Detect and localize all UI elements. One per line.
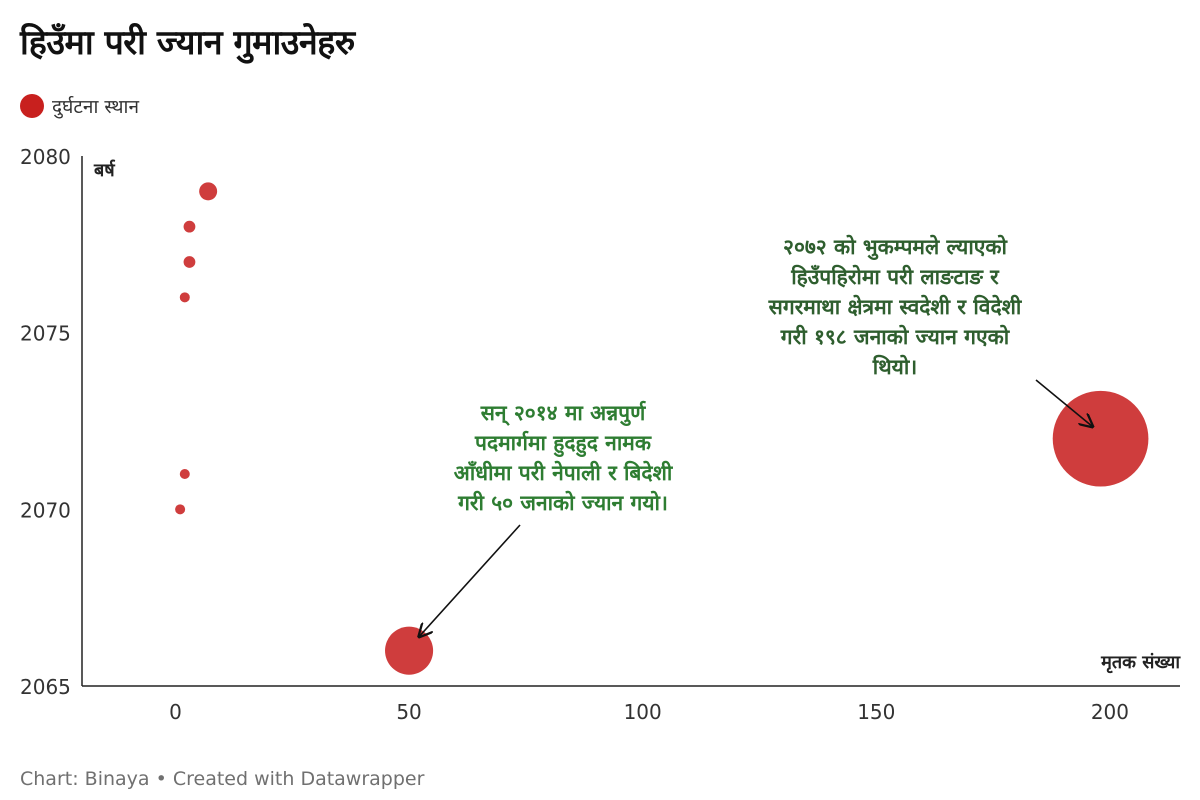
data-point xyxy=(199,182,218,201)
x-tick-label: 150 xyxy=(857,700,895,724)
scatter-chart: 2065 2070 2075 2080 0 50 100 150 200 बर्ष मृतक संख… xyxy=(20,145,1181,724)
annotation-earthquake-line: सगरमाथा क्षेत्रमा स्वदेशी र विदेशी xyxy=(768,294,1023,319)
annotation-hudhud-arrow xyxy=(419,524,521,637)
x-tick-label: 200 xyxy=(1091,700,1129,724)
x-tick-label: 50 xyxy=(396,700,421,724)
legend-marker xyxy=(20,94,44,118)
annotation-earthquake-line: थियो। xyxy=(872,354,917,379)
data-point xyxy=(175,504,186,515)
chart-title: हिउँमा परी ज्यान गुमाउनेहरु xyxy=(20,23,355,63)
annotation-earthquake-line: गरी १९८ जनाको ज्यान गएको xyxy=(780,324,1011,349)
y-tick-label: 2080 xyxy=(20,145,71,169)
footer-separator: • xyxy=(155,768,167,790)
data-point xyxy=(183,256,196,268)
y-axis-label: बर्ष xyxy=(93,159,116,181)
annotation-hudhud-line: सन् २०१४ मा अन्नपुर्ण xyxy=(480,400,647,427)
annotation-hudhud-line: गरी ५० जनाको ज्यान गयो। xyxy=(457,490,668,515)
annotation-earthquake-arrow xyxy=(1035,379,1093,427)
legend-label: दुर्घटना स्थान xyxy=(52,96,140,118)
x-tick-label: 100 xyxy=(624,700,662,724)
x-tick-label: 0 xyxy=(169,700,182,724)
data-point xyxy=(179,292,190,303)
chart-credit: Chart: Binaya xyxy=(20,768,150,790)
annotation-earthquake-line: २०७२ को भुकम्पमले ल्याएको xyxy=(783,234,1008,261)
data-point xyxy=(183,220,196,233)
chart-footer: Chart: Binaya • Created with Datawrapper xyxy=(20,768,424,790)
x-axis-label: मृतक संख्या xyxy=(1100,652,1181,674)
y-tick-label: 2075 xyxy=(20,322,71,346)
data-point xyxy=(179,469,190,479)
data-point xyxy=(385,626,434,675)
annotation-earthquake-line: हिउँपहिरोमा परी लाङटाङ र xyxy=(790,264,1000,289)
y-tick-label: 2065 xyxy=(20,675,71,699)
annotation-hudhud-line: पदमार्गमा हुदहुद नामक xyxy=(474,430,652,458)
data-point xyxy=(1052,390,1149,487)
created-with-text: Created with Datawrapper xyxy=(172,768,425,790)
legend: दुर्घटना स्थान xyxy=(20,93,139,119)
y-tick-label: 2070 xyxy=(20,498,71,522)
annotation-hudhud-line: आँधीमा परी नेपाली र बिदेशी xyxy=(454,460,674,485)
